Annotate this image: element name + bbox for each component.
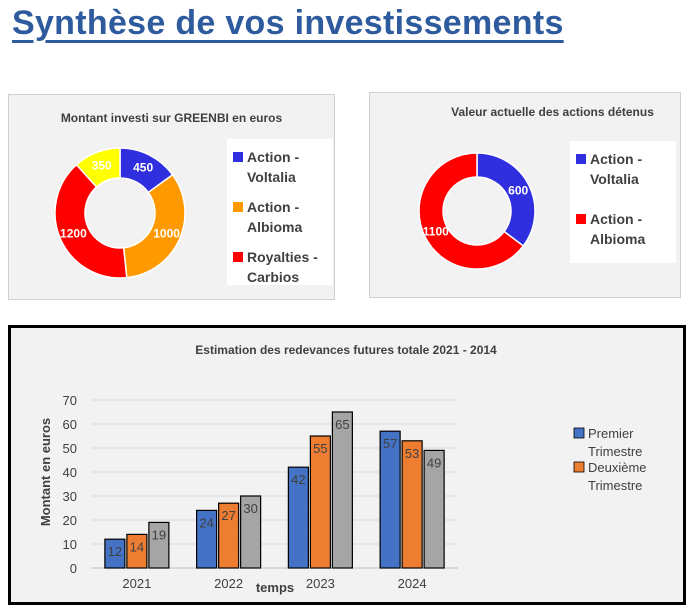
pie-slice [75,147,121,189]
pie-chart-invested-panel: Montant investi sur GREENBI en euros 450… [8,94,335,300]
legend-swatch [573,427,585,439]
bar-data-label: 30 [243,501,257,516]
pie-chart-value-panel: Valeur actuelle des actions détenus 600 1… [369,92,681,298]
bar [331,411,353,569]
pie-chart-invested-title: Montant investi sur GREENBI en euros [60,111,283,125]
pie-chart-value-title: Valeur actuelle des actions détenus [451,105,654,119]
bar [148,521,170,569]
bar-data-label: 57 [383,436,397,451]
legend-swatch [576,154,586,164]
legend-label: Action - Albioma [247,199,303,235]
y-tick-label: 30 [63,489,77,504]
y-axis-label: Montant en euros [38,418,53,526]
legend-label: Royalties - Carbios [247,249,318,285]
pie-chart-value: 600 1100 [418,152,536,270]
bar-data-label: 12 [108,544,122,559]
page-title: Synthèse de vos investissements [12,4,564,42]
pie-data-label: 600 [508,183,528,197]
pie-data-label: 450 [133,161,153,175]
legend-swatch [573,461,585,473]
legend-swatch [233,252,243,262]
legend-label: Deuxième [588,460,647,475]
bar [104,538,126,569]
pie-chart-invested: 450 1000 1200 350 [54,147,186,279]
x-tick-label: 2023 [306,576,335,591]
bar-data-label: 49 [427,455,441,470]
bar-chart-royalties: Estimation des redevances futures totale… [38,343,647,595]
pie-data-label: 1200 [60,227,87,241]
y-tick-label: 20 [63,513,77,528]
legend-swatch [233,202,243,212]
legend-label: Action - Albioma [590,211,646,247]
bar [309,435,331,569]
bar-data-label: 14 [130,539,144,554]
x-tick-label: 2024 [398,576,427,591]
x-tick-label: 2021 [122,576,151,591]
pie-chart-value-legend: Action - Voltalia Action - Albioma [570,141,676,263]
x-tick-label: 2022 [214,576,243,591]
legend-swatch [576,214,586,224]
pie-slice [54,163,128,279]
y-tick-label: 0 [70,561,77,576]
legend-label: Action - Voltalia [247,149,300,185]
pie-slice [122,173,186,279]
bar-data-label: 42 [291,472,305,487]
bar-data-label: 53 [405,446,419,461]
pie-data-label: 1000 [153,227,180,241]
legend-label: Trimestre [588,478,642,493]
bar [287,466,309,569]
bar-data-label: 65 [335,417,349,432]
y-tick-label: 40 [63,465,77,480]
bar-chart-title: Estimation des redevances futures totale… [195,343,497,357]
pie-slice [418,152,525,270]
bar [196,509,218,569]
bar-data-label: 55 [313,441,327,456]
bar-data-label: 24 [199,515,213,530]
bar [379,430,401,569]
bar-chart-royalties-panel: Estimation des redevances futures totale… [8,325,686,605]
legend-swatch [233,152,243,162]
legend-label: Premier [588,426,634,441]
bar [126,533,148,569]
legend-label: Trimestre [588,444,642,459]
bar [218,502,240,569]
bar [240,495,262,569]
x-axis-label: temps [256,580,294,595]
pie-data-label: 350 [92,158,112,172]
bar [401,440,423,569]
pie-slice [476,152,536,248]
y-tick-label: 10 [63,537,77,552]
pie-data-label: 1100 [423,225,449,239]
bar-data-label: 27 [221,508,235,523]
pie-chart-invested-legend: Action - Voltalia Action - Albioma Royalti… [227,139,333,285]
y-tick-label: 50 [63,441,77,456]
y-tick-label: 60 [63,417,77,432]
y-tick-label: 70 [63,393,77,408]
bar [423,449,445,569]
bar-data-label: 19 [152,527,166,542]
legend-label: Action - Voltalia [590,151,643,187]
